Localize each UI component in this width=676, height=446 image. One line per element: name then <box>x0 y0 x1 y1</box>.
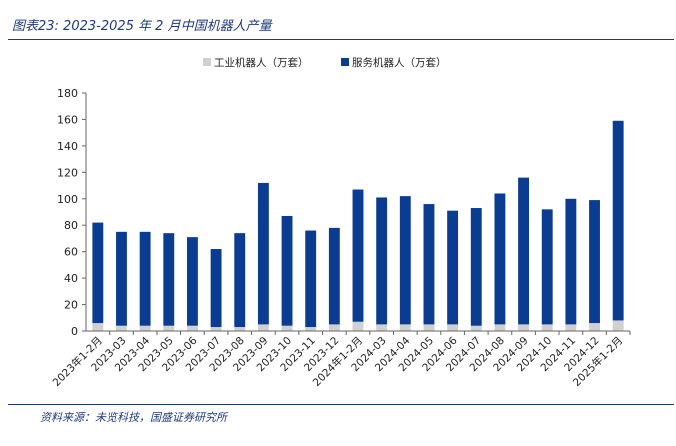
bar-industrial <box>376 324 388 331</box>
y-tick-label: 40 <box>64 272 78 285</box>
bar-service <box>163 233 175 326</box>
bar-industrial <box>328 324 340 331</box>
bar-industrial <box>257 324 269 331</box>
bar-industrial <box>92 323 104 331</box>
bar-industrial <box>447 324 459 331</box>
legend-swatch-service <box>341 58 349 66</box>
bar-industrial <box>589 323 600 331</box>
y-axis: 0 20 40 60 80 100 120 140 160 180 <box>57 87 87 338</box>
bar-service <box>541 209 553 325</box>
y-tick-label: 140 <box>57 140 78 153</box>
bar-service <box>423 204 435 325</box>
bar-service <box>565 198 577 325</box>
bars <box>92 120 624 331</box>
bar-service <box>447 210 459 325</box>
y-tick-label: 80 <box>64 219 78 232</box>
bar-service <box>494 193 506 325</box>
bar-industrial <box>186 325 198 331</box>
bar-service <box>470 208 482 326</box>
bar-industrial <box>116 325 127 331</box>
bar-industrial <box>541 324 553 331</box>
bar-service <box>589 200 600 324</box>
chart-legend: 工业机器人（万套） 服务机器人（万套） <box>203 56 447 69</box>
bar-industrial <box>210 327 222 331</box>
bar-service <box>399 196 411 325</box>
title-divider <box>8 39 674 40</box>
page-title: 图表23: 2023-2025 年 2 月中国机器人产量 <box>12 19 272 34</box>
y-tick-label: 0 <box>71 325 78 338</box>
bar-service <box>612 120 624 321</box>
y-tick-label: 100 <box>57 193 78 206</box>
bar-industrial <box>139 325 151 331</box>
source-note: 资料来源：未览科技，国盛证券研究所 <box>40 411 227 424</box>
bar-service <box>257 182 269 325</box>
y-tick-label: 120 <box>57 166 78 179</box>
bar-industrial <box>163 325 175 331</box>
bar-industrial <box>281 325 293 331</box>
y-tick-label: 160 <box>57 113 78 126</box>
legend-label-service: 服务机器人（万套） <box>352 56 447 69</box>
bar-service <box>328 227 340 325</box>
bar-service <box>305 230 317 328</box>
bar-service <box>210 249 222 328</box>
bar-service <box>186 237 198 326</box>
bar-industrial <box>518 324 530 331</box>
bar-service <box>116 231 127 326</box>
bar-industrial <box>234 327 246 331</box>
legend-label-industrial: 工业机器人（万套） <box>214 56 309 69</box>
x-axis: 2023年1-2月2023-032023-042023-052023-06202… <box>50 330 631 389</box>
bar-service <box>376 197 388 325</box>
bar-service <box>281 215 293 326</box>
y-tick-label: 20 <box>64 299 78 312</box>
legend-swatch-industrial <box>203 58 211 66</box>
bar-industrial <box>565 324 577 331</box>
bar-industrial <box>305 327 317 331</box>
bar-service <box>518 177 530 325</box>
bar-industrial <box>494 324 506 331</box>
bar-service <box>352 189 364 322</box>
bar-service <box>139 231 151 326</box>
footer-divider <box>8 404 674 405</box>
bar-industrial <box>470 325 482 331</box>
bar-industrial <box>612 320 624 331</box>
bar-service <box>234 233 246 328</box>
bar-service <box>92 222 104 324</box>
y-tick-label: 60 <box>64 246 78 259</box>
bar-industrial <box>352 321 364 331</box>
y-tick-label: 180 <box>57 87 78 100</box>
bar-industrial <box>423 324 435 331</box>
bar-industrial <box>399 324 411 331</box>
